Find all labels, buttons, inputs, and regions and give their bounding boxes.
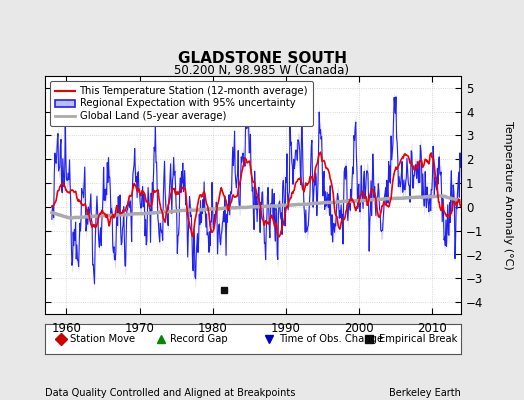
Y-axis label: Temperature Anomaly (°C): Temperature Anomaly (°C) <box>503 121 513 269</box>
Text: 1970: 1970 <box>125 322 155 335</box>
Text: Station Move: Station Move <box>70 334 136 344</box>
Text: Record Gap: Record Gap <box>170 334 228 344</box>
Text: 1960: 1960 <box>51 322 81 335</box>
Text: GLADSTONE SOUTH: GLADSTONE SOUTH <box>178 51 346 66</box>
Text: Time of Obs. Change: Time of Obs. Change <box>279 334 383 344</box>
Text: 2010: 2010 <box>417 322 447 335</box>
Text: 1990: 1990 <box>271 322 301 335</box>
Text: 1980: 1980 <box>198 322 227 335</box>
Text: Empirical Break: Empirical Break <box>379 334 457 344</box>
Text: 2000: 2000 <box>344 322 374 335</box>
Text: 50.200 N, 98.985 W (Canada): 50.200 N, 98.985 W (Canada) <box>174 64 350 77</box>
Text: Data Quality Controlled and Aligned at Breakpoints: Data Quality Controlled and Aligned at B… <box>45 388 295 398</box>
Text: Berkeley Earth: Berkeley Earth <box>389 388 461 398</box>
Legend: This Temperature Station (12-month average), Regional Expectation with 95% uncer: This Temperature Station (12-month avera… <box>50 81 313 126</box>
